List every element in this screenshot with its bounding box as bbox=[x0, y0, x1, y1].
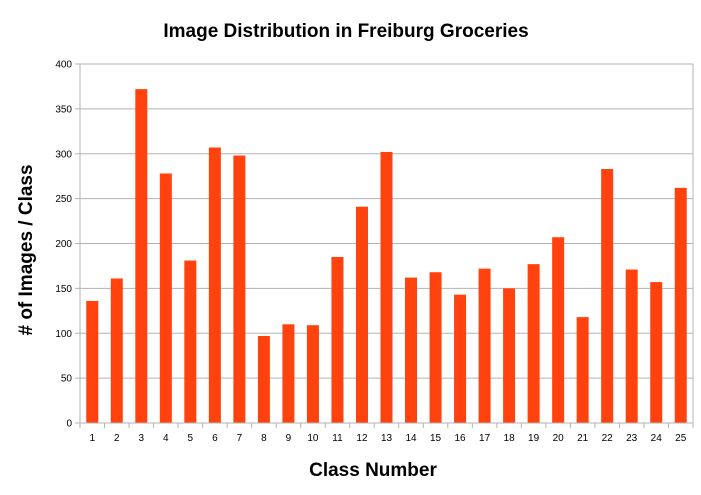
x-tick-label: 13 bbox=[381, 433, 393, 444]
bar-class-17 bbox=[478, 268, 491, 423]
bar-class-21 bbox=[576, 317, 589, 423]
bar-class-14 bbox=[405, 277, 418, 423]
y-tick-label: 300 bbox=[55, 149, 72, 160]
y-tick-label: 0 bbox=[66, 419, 72, 430]
x-tick-label: 17 bbox=[479, 433, 491, 444]
bar-class-24 bbox=[650, 282, 663, 423]
bar-class-4 bbox=[159, 173, 172, 423]
x-tick-label: 9 bbox=[286, 433, 292, 444]
x-tick-label: 6 bbox=[212, 433, 218, 444]
x-tick-label: 11 bbox=[332, 433, 343, 444]
x-tick-label: 4 bbox=[163, 433, 169, 444]
x-tick-label: 20 bbox=[553, 433, 565, 444]
x-tick-label: 16 bbox=[454, 433, 466, 444]
bars bbox=[86, 89, 687, 424]
x-tick-label: 1 bbox=[89, 433, 95, 444]
x-tick-label: 25 bbox=[675, 433, 687, 444]
x-axis-label: Class Number bbox=[309, 460, 437, 481]
y-tick-label: 200 bbox=[55, 239, 72, 250]
x-tick-label: 7 bbox=[237, 433, 243, 444]
y-tick-label: 100 bbox=[55, 329, 72, 340]
bar-class-2 bbox=[110, 278, 123, 423]
bar-class-18 bbox=[503, 288, 516, 423]
bar-class-7 bbox=[233, 155, 246, 424]
bar-class-12 bbox=[355, 206, 368, 423]
x-tick-label: 10 bbox=[307, 433, 319, 444]
bar-class-15 bbox=[429, 272, 442, 423]
x-tick-label: 19 bbox=[528, 433, 540, 444]
bar-class-19 bbox=[527, 264, 540, 423]
x-tick-label: 3 bbox=[139, 433, 145, 444]
x-axis-ticks: 1 2 3 4 5 6 7 8 9 10 11 12 13 14 15 16 17 18 19 20 21 22 23 24 2… bbox=[79, 422, 694, 444]
x-tick-label: 8 bbox=[261, 433, 267, 444]
y-tick-label: 250 bbox=[55, 194, 72, 205]
bar-class-8 bbox=[257, 335, 270, 423]
bar-class-16 bbox=[454, 294, 467, 423]
x-tick-label: 24 bbox=[651, 433, 663, 444]
bar-class-6 bbox=[208, 147, 221, 423]
x-tick-label: 18 bbox=[504, 433, 516, 444]
bar-class-13 bbox=[380, 151, 393, 423]
bar-class-10 bbox=[306, 325, 319, 423]
bar-class-25 bbox=[674, 187, 687, 423]
y-tick-label: 350 bbox=[55, 104, 72, 115]
bar-class-11 bbox=[331, 256, 344, 423]
bar-class-20 bbox=[552, 237, 565, 423]
x-tick-label: 22 bbox=[602, 433, 614, 444]
bar-class-5 bbox=[184, 260, 197, 423]
bar-class-23 bbox=[625, 269, 638, 423]
bar-class-1 bbox=[86, 300, 99, 423]
y-axis-ticks: 0 50 100 150 200 250 300 350 400 bbox=[55, 60, 80, 430]
x-tick-label: 21 bbox=[577, 433, 589, 444]
x-tick-label: 14 bbox=[405, 433, 417, 444]
y-tick-label: 50 bbox=[61, 374, 73, 385]
x-tick-label: 5 bbox=[188, 433, 194, 444]
bar-class-22 bbox=[601, 169, 614, 423]
y-axis-label: # of Images / Class bbox=[16, 164, 37, 335]
bar-class-9 bbox=[282, 324, 295, 423]
bar-class-3 bbox=[135, 89, 148, 423]
x-tick-label: 23 bbox=[626, 433, 638, 444]
y-tick-label: 400 bbox=[55, 60, 72, 71]
chart-title: Image Distribution in Freiburg Groceries bbox=[163, 21, 528, 42]
x-tick-label: 15 bbox=[430, 433, 442, 444]
y-tick-label: 150 bbox=[55, 284, 72, 295]
x-tick-label: 2 bbox=[114, 433, 120, 444]
x-tick-label: 12 bbox=[356, 433, 368, 444]
